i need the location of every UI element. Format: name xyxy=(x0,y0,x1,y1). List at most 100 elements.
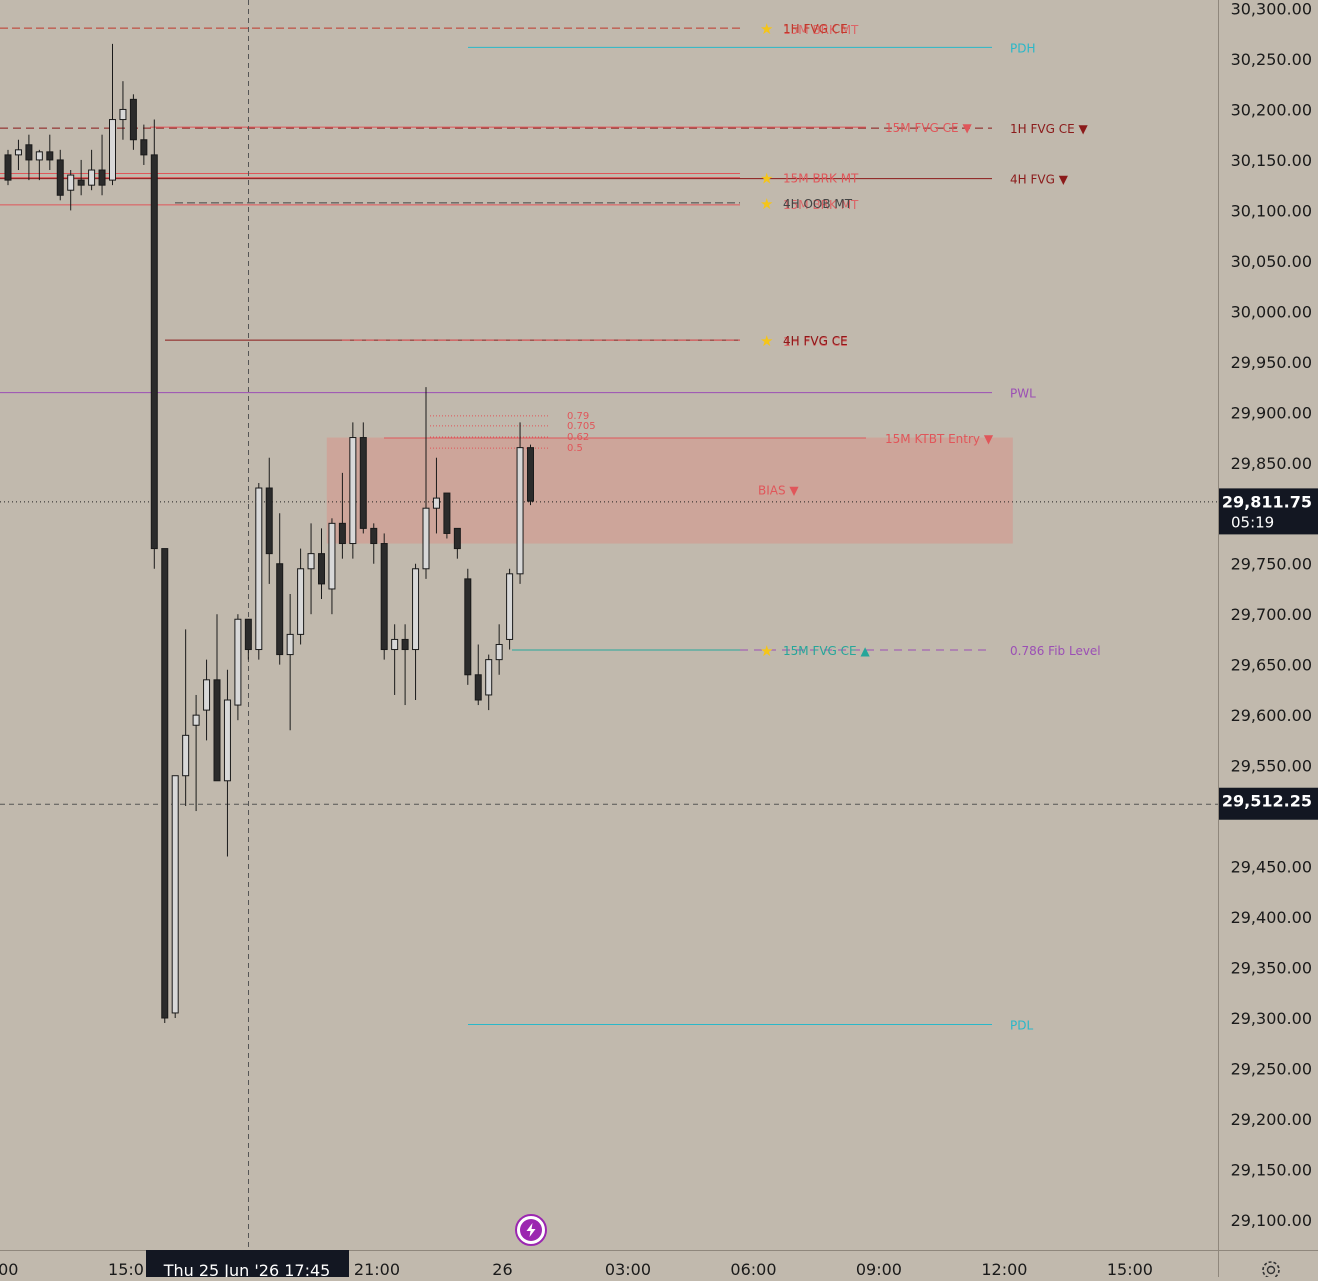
candle[interactable] xyxy=(265,457,273,584)
star-icon: ★ xyxy=(760,195,773,213)
crosshair-time-tag xyxy=(146,1250,349,1277)
candle[interactable] xyxy=(516,422,524,584)
y-tick-label: 29,350.00 xyxy=(1231,959,1312,978)
candle[interactable] xyxy=(56,149,64,201)
y-tick-label: 29,700.00 xyxy=(1231,605,1312,624)
level-label-12: PDL xyxy=(1010,1019,1033,1033)
candle[interactable] xyxy=(527,444,534,506)
candle[interactable] xyxy=(380,533,388,660)
x-tick-label: 15:00 xyxy=(1107,1260,1153,1277)
y-tick-label: 29,200.00 xyxy=(1231,1110,1312,1129)
y-tick-label: 29,850.00 xyxy=(1231,454,1312,473)
candle[interactable] xyxy=(88,149,96,191)
candle[interactable] xyxy=(286,594,294,731)
y-tick-label: 30,250.00 xyxy=(1231,50,1312,69)
fib-label-0: 0.79 xyxy=(567,411,589,422)
candle[interactable] xyxy=(443,492,451,539)
candle[interactable] xyxy=(318,528,325,600)
star-icon: ★ xyxy=(760,170,773,188)
candle[interactable] xyxy=(140,124,148,165)
candle[interactable] xyxy=(203,659,211,741)
candle[interactable] xyxy=(422,387,430,579)
y-tick-label: 29,600.00 xyxy=(1231,706,1312,725)
candle[interactable] xyxy=(412,563,420,701)
candle[interactable] xyxy=(182,629,190,807)
candle[interactable] xyxy=(98,134,106,196)
candle[interactable] xyxy=(192,694,200,812)
candle[interactable] xyxy=(109,43,116,186)
y-tick-label: 29,100.00 xyxy=(1231,1211,1312,1230)
candle[interactable] xyxy=(234,614,242,721)
y-tick-label: 30,000.00 xyxy=(1231,302,1312,321)
bias-zone[interactable] xyxy=(326,437,1013,544)
level-label-1: PDH xyxy=(1010,41,1036,55)
candle[interactable] xyxy=(14,139,22,171)
y-tick-label: 30,050.00 xyxy=(1231,252,1312,271)
candle[interactable] xyxy=(432,457,440,534)
candle[interactable] xyxy=(150,119,158,569)
y-tick-label: 29,750.00 xyxy=(1231,555,1312,574)
level-label-6: 4H OOB MT xyxy=(783,197,853,211)
candle[interactable] xyxy=(359,422,367,534)
candle[interactable] xyxy=(349,422,357,559)
y-tick-label: 30,200.00 xyxy=(1231,100,1312,119)
candle[interactable] xyxy=(35,149,43,181)
star-icon: ★ xyxy=(760,332,773,350)
level-label-3: 15M FVG CE ▼ xyxy=(885,121,972,135)
level-label-7: 4H FVG CE xyxy=(783,334,848,348)
x-tick-label: 09:00 xyxy=(856,1260,902,1277)
y-tick-label: 29,150.00 xyxy=(1231,1160,1312,1179)
x-tick-label: 21:00 xyxy=(354,1260,400,1277)
candle[interactable] xyxy=(244,618,252,660)
candle[interactable] xyxy=(223,669,231,857)
candle[interactable] xyxy=(506,568,514,650)
candle[interactable] xyxy=(276,513,284,665)
candle[interactable] xyxy=(474,644,482,706)
x-tick-label: 06:00 xyxy=(730,1260,776,1277)
candle[interactable] xyxy=(119,81,127,140)
plot-background xyxy=(0,0,1218,1250)
price-tag-0 xyxy=(1219,488,1318,535)
y-tick-label: 29,250.00 xyxy=(1231,1059,1312,1078)
price-tag-label-1: 29,512.25 xyxy=(1222,792,1312,811)
price-tag-countdown: 05:19 xyxy=(1231,513,1274,531)
level-label-9: 15M KTBT Entry ▼ xyxy=(885,432,994,446)
candle[interactable] xyxy=(171,775,179,1018)
lightning-icon[interactable] xyxy=(515,1214,547,1246)
candle[interactable] xyxy=(129,94,137,150)
candle[interactable] xyxy=(46,134,54,171)
candle[interactable] xyxy=(495,624,503,675)
candle[interactable] xyxy=(338,472,346,559)
x-tick-label: 12:00 xyxy=(981,1260,1027,1277)
x-tick-label: 2:00 xyxy=(0,1260,18,1277)
candle[interactable] xyxy=(328,518,336,615)
level-label-5: 4H FVG ▼ xyxy=(1010,173,1069,187)
candle[interactable] xyxy=(370,523,378,564)
star-icon: ★ xyxy=(760,20,773,38)
candle[interactable] xyxy=(391,624,399,695)
price-axis-panel[interactable] xyxy=(1218,0,1318,1250)
candle[interactable] xyxy=(25,134,33,181)
level-overlap-label-6: 15M BRK MT xyxy=(783,198,859,212)
candle[interactable] xyxy=(213,614,221,782)
candle[interactable] xyxy=(77,159,85,196)
candle[interactable] xyxy=(255,482,263,660)
fib-label-3: 0.5 xyxy=(567,443,583,454)
candle[interactable] xyxy=(464,568,472,685)
level-label-2: 1H FVG CE ▼ xyxy=(1010,122,1088,136)
candle[interactable] xyxy=(453,527,461,559)
candle[interactable] xyxy=(307,523,315,615)
candle[interactable] xyxy=(67,170,75,211)
y-tick-label: 29,650.00 xyxy=(1231,656,1312,675)
settings-gear-icon[interactable] xyxy=(1262,1261,1280,1279)
candle[interactable] xyxy=(161,548,169,1024)
y-tick-label: 30,300.00 xyxy=(1231,0,1312,19)
candle[interactable] xyxy=(4,149,12,186)
candle[interactable] xyxy=(297,548,305,645)
level-label-10: 15M FVG CE ▲ xyxy=(783,644,870,658)
fib-label-2: 0.62 xyxy=(567,432,589,443)
candle[interactable] xyxy=(401,624,409,706)
candle[interactable] xyxy=(485,654,493,711)
